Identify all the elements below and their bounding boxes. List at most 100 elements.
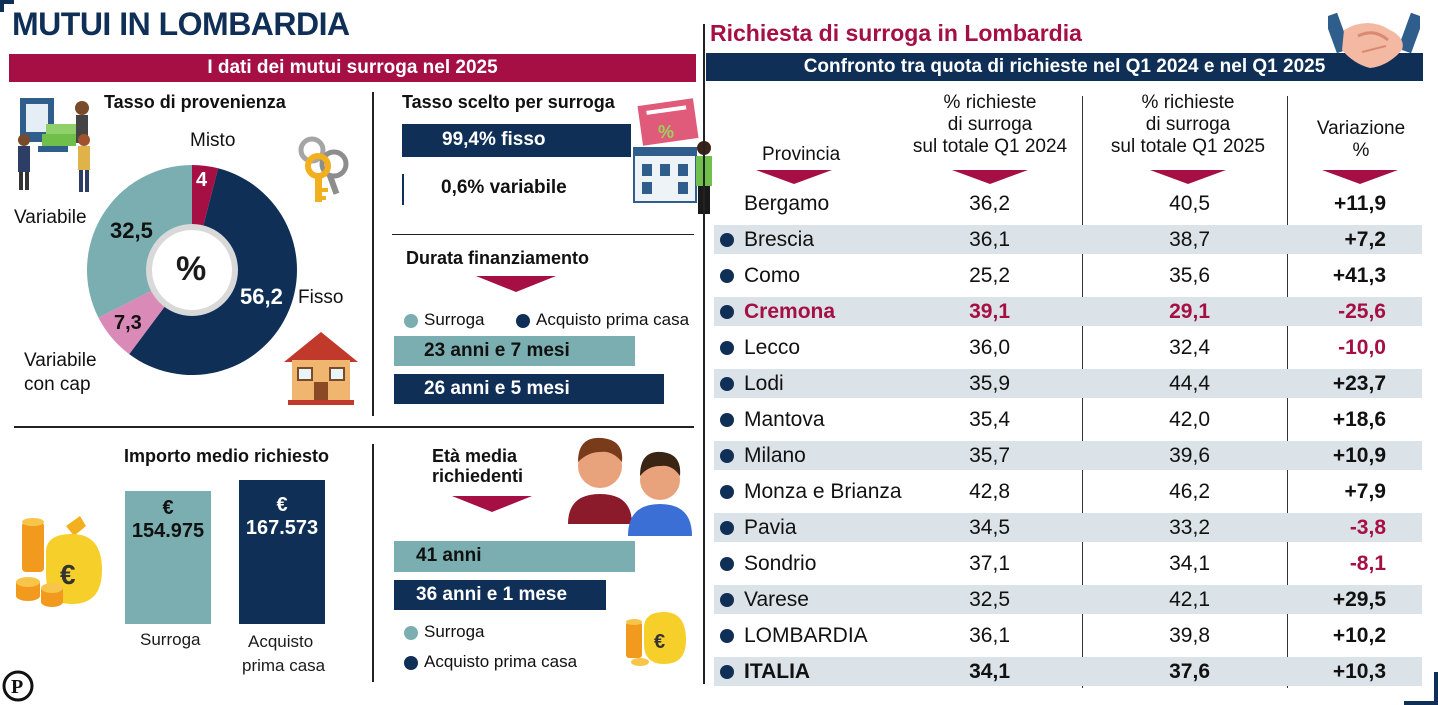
eta-legend-acquisto-label: Acquisto prima casa xyxy=(424,652,578,671)
row-q2025: 40,5 xyxy=(1169,192,1210,215)
importo-surroga-label: Surroga xyxy=(140,630,201,649)
eta-title-line2: richiedenti xyxy=(432,466,524,486)
panel-divider xyxy=(703,24,705,684)
handshake-icon xyxy=(1328,12,1420,68)
header-q2024-line1: % richieste xyxy=(943,92,1037,113)
eta-legend-acquisto: Acquisto prima casa xyxy=(404,652,577,672)
separator-left-top xyxy=(372,92,374,416)
row-name: Bergamo xyxy=(744,192,830,215)
eta-title-line1: Età media xyxy=(432,446,518,466)
table-row: ITALIA 34,1 37,6 +10,3 xyxy=(714,657,1422,686)
fisso-bar-label: 99,4% fisso xyxy=(442,129,546,150)
row-marker xyxy=(720,485,734,499)
row-q2025: 38,7 xyxy=(1169,228,1210,251)
money-bag-small-icon: € xyxy=(626,612,686,666)
header-variazione: Variazione % xyxy=(1300,118,1422,162)
row-marker xyxy=(720,521,734,535)
row-var: +29,5 xyxy=(1332,588,1386,611)
header-variazione-line1: Variazione xyxy=(1316,118,1406,139)
row-var: -3,8 xyxy=(1349,516,1386,539)
variabile-cap-label-line1: Variabile xyxy=(24,350,97,371)
people-avatars-icon xyxy=(568,437,692,536)
header-provincia: Provincia xyxy=(762,144,841,165)
header-q2025-line3: sul totale Q1 2025 xyxy=(1110,136,1266,157)
fisso-label: Fisso xyxy=(298,287,344,308)
row-name: Como xyxy=(744,264,801,287)
row-name: Sondrio xyxy=(744,552,817,575)
importo-surroga-currency: € xyxy=(162,496,174,519)
row-var: +10,2 xyxy=(1332,624,1386,647)
misto-value: 4 xyxy=(196,169,208,191)
tasso-provenienza-title: Tasso di provenienza xyxy=(104,92,286,112)
row-name: Brescia xyxy=(744,228,815,251)
durata-surroga-label: 23 anni e 7 mesi xyxy=(424,340,570,361)
left-banner: I dati dei mutui surroga nel 2025 xyxy=(9,54,696,82)
row-q2024: 32,5 xyxy=(969,588,1010,611)
house-icon xyxy=(284,332,358,405)
row-q2024: 25,2 xyxy=(969,264,1010,287)
table-row: Milano 35,7 39,6 +10,9 xyxy=(714,441,1422,470)
row-q2025: 33,2 xyxy=(1169,516,1210,539)
fisso-bar: 99,4% fisso xyxy=(402,124,631,157)
header-q2024-line3: sul totale Q1 2024 xyxy=(912,136,1068,157)
row-var: +11,9 xyxy=(1334,192,1386,215)
right-banner: Confronto tra quota di richieste nel Q1 … xyxy=(706,53,1423,81)
keys-icon xyxy=(298,136,349,202)
row-q2024: 34,5 xyxy=(969,516,1010,539)
durata-legend-surroga-label: Surroga xyxy=(424,310,485,329)
row-name: Lecco xyxy=(744,336,801,359)
separator-left-bottom xyxy=(372,444,374,682)
row-name: Varese xyxy=(744,588,809,611)
variabile-cap-value: 7,3 xyxy=(114,312,142,334)
row-q2025: 42,1 xyxy=(1169,588,1210,611)
variabile-bar-label: 0,6% variabile xyxy=(441,177,567,198)
money-bag-icon: € xyxy=(16,516,102,607)
table-row: Brescia 36,1 38,7 +7,2 xyxy=(714,225,1422,254)
row-name: LOMBARDIA xyxy=(744,624,868,647)
header-q2025: % richieste di surroga sul totale Q1 202… xyxy=(1098,92,1278,158)
publisher-logo: P xyxy=(2,670,34,702)
importo-acquisto-label-line1: Acquisto xyxy=(248,632,314,651)
header-variazione-arrow xyxy=(1322,170,1398,184)
row-marker xyxy=(720,629,734,643)
durata-legend-acquisto: Acquisto prima casa xyxy=(516,310,689,330)
variabile-bar xyxy=(402,174,404,205)
row-q2024: 37,1 xyxy=(969,552,1010,575)
eta-surroga-bar: 41 anni xyxy=(394,541,635,572)
row-q2024: 36,0 xyxy=(969,336,1010,359)
eta-legend-surroga: Surroga xyxy=(404,622,484,642)
tasso-provenienza-donut xyxy=(86,165,298,375)
row-var: -25,6 xyxy=(1338,300,1386,323)
corner-mark-top-left xyxy=(0,0,14,12)
variabile-cap-label-line2: con cap xyxy=(24,374,91,395)
row-q2025: 29,1 xyxy=(1169,300,1210,323)
donut-center-label: % xyxy=(176,250,207,288)
row-marker xyxy=(720,557,734,571)
table-row: Mantova 35,4 42,0 +18,6 xyxy=(714,405,1422,434)
separator-tasso-durata xyxy=(392,234,694,235)
variabile-label: Variabile xyxy=(14,207,87,228)
row-name: ITALIA xyxy=(744,660,811,683)
donut-hole xyxy=(152,230,232,310)
misto-label: Misto xyxy=(190,130,236,151)
row-marker xyxy=(720,665,734,679)
row-marker xyxy=(720,593,734,607)
svg-text:€: € xyxy=(60,559,76,590)
header-q2025-line1: % richieste xyxy=(1141,92,1235,113)
table-row: Como 25,2 35,6 +41,3 xyxy=(714,261,1422,290)
office-people-icon xyxy=(18,98,90,192)
row-q2024: 35,9 xyxy=(969,372,1010,395)
svg-text:€: € xyxy=(654,631,665,653)
row-var: +10,9 xyxy=(1332,444,1386,467)
row-marker xyxy=(720,233,734,247)
table-row: Bergamo 36,2 40,5 +11,9 xyxy=(714,189,1422,218)
separator-left-horizontal xyxy=(14,426,694,428)
row-q2025: 32,4 xyxy=(1169,336,1210,359)
svg-text:P: P xyxy=(11,676,23,698)
header-q2025-line2: di surroga xyxy=(1145,114,1231,135)
row-name: Milano xyxy=(744,444,806,467)
table-row: LOMBARDIA 36,1 39,8 +10,2 xyxy=(714,621,1422,650)
table-row: Lodi 35,9 44,4 +23,7 xyxy=(714,369,1422,398)
eta-arrow xyxy=(452,496,532,512)
durata-surroga-bar: 23 anni e 7 mesi xyxy=(394,336,636,366)
